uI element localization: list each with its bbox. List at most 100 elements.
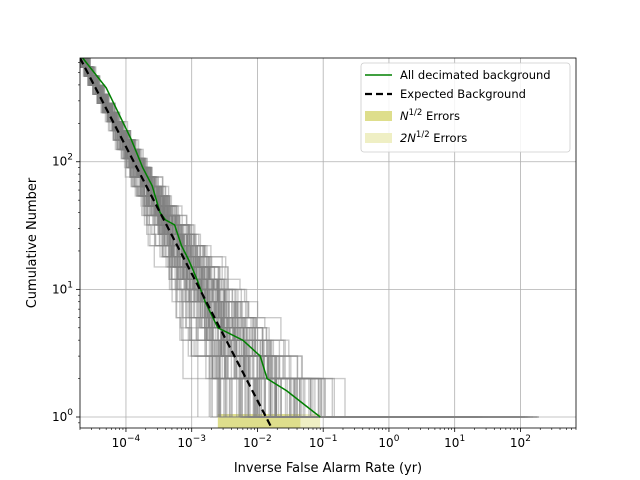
x-tick-label: 102 bbox=[510, 434, 531, 450]
background-curve bbox=[81, 58, 270, 417]
background-curve bbox=[80, 58, 219, 417]
background-curve bbox=[81, 58, 291, 417]
background-curve bbox=[82, 58, 266, 417]
background-curve bbox=[80, 58, 301, 417]
background-curve bbox=[80, 58, 277, 417]
plot-content bbox=[80, 58, 539, 428]
plot-frame bbox=[79, 57, 577, 429]
background-curve bbox=[82, 58, 522, 418]
background-curve bbox=[84, 58, 306, 417]
background-curve bbox=[80, 58, 528, 418]
background-curve bbox=[80, 66, 240, 417]
background-curve bbox=[80, 58, 480, 418]
background-curve bbox=[81, 58, 282, 417]
background-curve bbox=[80, 58, 220, 417]
main-series bbox=[80, 58, 321, 428]
background-curve bbox=[83, 58, 321, 417]
background-curve bbox=[80, 58, 298, 417]
background-curve bbox=[80, 58, 213, 417]
background-curve bbox=[80, 58, 272, 417]
background-curve bbox=[83, 58, 277, 417]
background-curve bbox=[82, 58, 305, 417]
background-curve bbox=[81, 58, 231, 417]
background-curve bbox=[80, 58, 222, 417]
y-axis-label: Cumulative Number bbox=[25, 177, 40, 308]
background-curve bbox=[80, 58, 220, 417]
background-curve bbox=[80, 58, 199, 417]
background-curve bbox=[83, 58, 319, 417]
background-curve bbox=[81, 58, 483, 418]
background-curve bbox=[83, 58, 297, 417]
background-curve bbox=[80, 58, 538, 418]
background-curve bbox=[81, 58, 530, 418]
background-curve bbox=[80, 58, 274, 417]
background-curve bbox=[81, 58, 288, 417]
y-axis-ticks: 100 101 102 bbox=[52, 62, 80, 424]
background-curve bbox=[83, 58, 266, 417]
background-curve bbox=[82, 58, 522, 418]
background-curve bbox=[80, 58, 296, 417]
legend-label: 2N1/2 Errors bbox=[400, 130, 467, 145]
band-n-half-errors bbox=[217, 414, 301, 428]
background-curve bbox=[81, 58, 539, 418]
background-curve bbox=[80, 58, 276, 417]
expected-background-line bbox=[80, 58, 273, 428]
background-curve bbox=[80, 58, 226, 417]
legend-swatch-error-band bbox=[365, 133, 392, 143]
background-curve bbox=[83, 58, 301, 417]
y-tick-label: 102 bbox=[52, 153, 73, 169]
background-curve bbox=[80, 58, 295, 417]
x-axis-label: Inverse False Alarm Rate (yr) bbox=[234, 461, 422, 476]
x-tick-label: 10−1 bbox=[309, 434, 338, 450]
background-curve bbox=[80, 58, 231, 417]
background-curve bbox=[80, 58, 225, 417]
legend-label: Expected Background bbox=[400, 87, 526, 101]
background-curve bbox=[83, 58, 377, 418]
background-curve bbox=[80, 58, 256, 417]
background-curve bbox=[82, 58, 488, 418]
background-curve bbox=[82, 58, 233, 417]
legend-label: All decimated background bbox=[400, 68, 551, 82]
background-curve bbox=[80, 58, 389, 418]
background-curve bbox=[83, 58, 291, 417]
y-tick-label: 101 bbox=[52, 280, 73, 296]
background-curve bbox=[81, 58, 277, 417]
background-curve bbox=[80, 58, 296, 417]
background-curve bbox=[83, 58, 250, 417]
background-curve bbox=[83, 58, 326, 417]
background-curve bbox=[80, 58, 265, 417]
background-curve bbox=[80, 58, 416, 418]
x-tick-label: 100 bbox=[378, 434, 399, 450]
x-axis-ticks: 10−4 10−3 10−2 10−1 100 101 102 bbox=[79, 428, 577, 450]
background-curve bbox=[80, 58, 233, 417]
x-tick-label: 101 bbox=[444, 434, 465, 450]
background-curves bbox=[80, 58, 539, 418]
background-curve bbox=[81, 58, 257, 417]
background-curve bbox=[80, 58, 256, 417]
background-curve bbox=[80, 58, 262, 417]
background-curve bbox=[80, 58, 384, 418]
legend-box bbox=[360, 62, 571, 153]
background-curve bbox=[81, 58, 272, 417]
background-curve bbox=[80, 58, 534, 418]
background-curve bbox=[81, 58, 326, 417]
y-tick-label: 100 bbox=[52, 408, 73, 424]
background-curve bbox=[82, 58, 287, 417]
background-curve bbox=[80, 58, 210, 417]
legend: All decimated background Expected Backgro… bbox=[360, 62, 571, 153]
background-curve bbox=[83, 58, 346, 417]
x-tick-label: 10−2 bbox=[243, 434, 272, 450]
background-curve bbox=[80, 58, 322, 417]
background-curve bbox=[80, 58, 247, 417]
legend-swatch-error-band bbox=[365, 111, 392, 121]
legend-label: N1/2 Errors bbox=[400, 108, 460, 123]
background-curve bbox=[80, 58, 276, 417]
background-curve bbox=[80, 58, 266, 417]
background-curve bbox=[81, 58, 301, 417]
background-curve bbox=[80, 58, 312, 417]
background-curve bbox=[80, 58, 528, 418]
decimated-background-line bbox=[82, 58, 321, 418]
background-curve bbox=[84, 58, 428, 418]
background-curve bbox=[83, 58, 257, 417]
